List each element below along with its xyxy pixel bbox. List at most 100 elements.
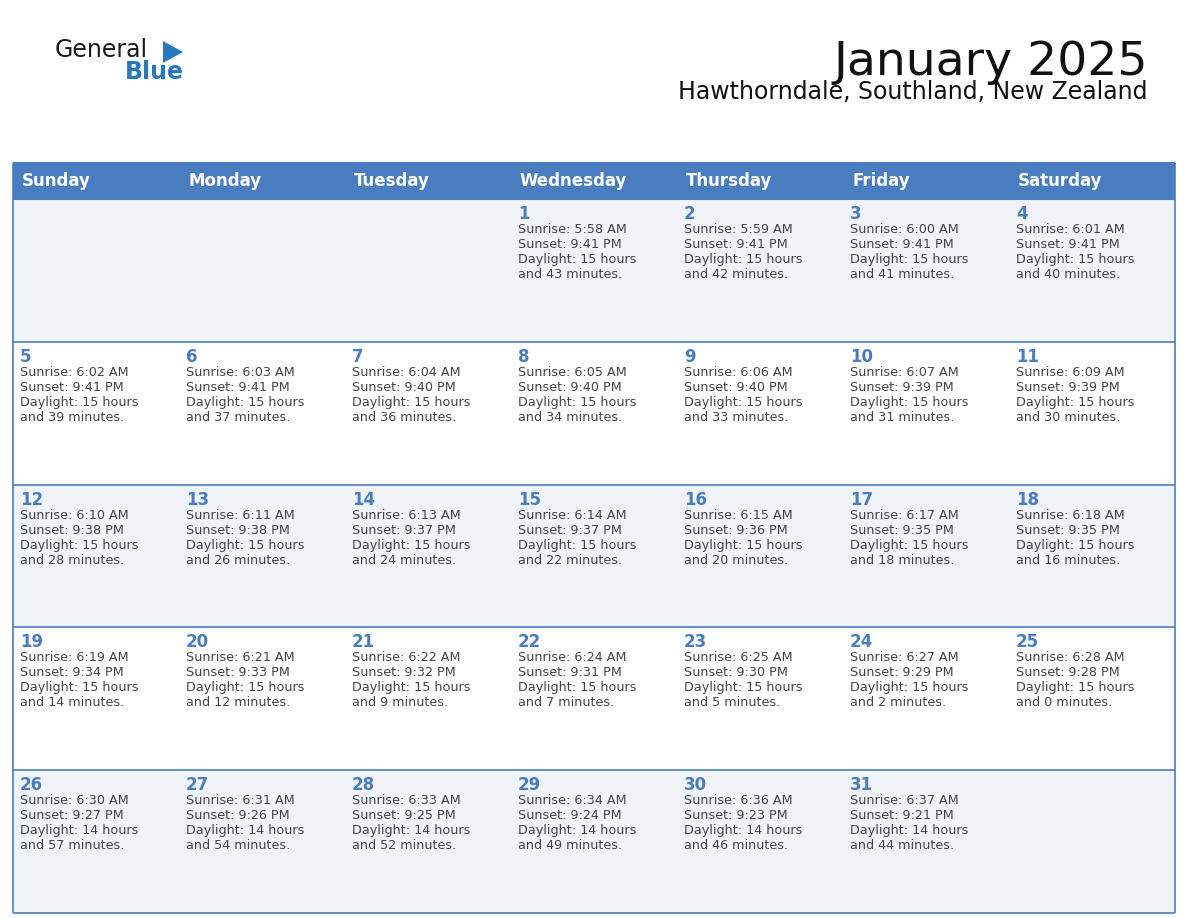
Text: 22: 22 [518, 633, 542, 652]
Text: 7: 7 [352, 348, 364, 365]
Text: 12: 12 [20, 490, 43, 509]
Text: Sunrise: 6:02 AM: Sunrise: 6:02 AM [20, 365, 128, 379]
Text: Sunrise: 6:18 AM: Sunrise: 6:18 AM [1016, 509, 1125, 521]
Text: Daylight: 15 hours: Daylight: 15 hours [849, 681, 968, 694]
Text: Daylight: 14 hours: Daylight: 14 hours [684, 824, 802, 837]
Text: Sunset: 9:25 PM: Sunset: 9:25 PM [352, 809, 456, 823]
Text: and 26 minutes.: and 26 minutes. [187, 554, 290, 566]
Bar [345, 485, 511, 627]
Text: Sunrise: 6:19 AM: Sunrise: 6:19 AM [20, 652, 128, 665]
Text: Daylight: 15 hours: Daylight: 15 hours [684, 681, 803, 694]
Text: Sunrise: 6:09 AM: Sunrise: 6:09 AM [1016, 365, 1125, 379]
Text: 5: 5 [20, 348, 32, 365]
Bar [1009, 627, 1175, 770]
Text: Daylight: 15 hours: Daylight: 15 hours [684, 396, 803, 409]
Text: and 43 minutes.: and 43 minutes. [518, 268, 623, 281]
Bar [677, 770, 843, 913]
Text: Daylight: 14 hours: Daylight: 14 hours [849, 824, 968, 837]
Text: Sunset: 9:32 PM: Sunset: 9:32 PM [352, 666, 456, 679]
Text: Sunset: 9:24 PM: Sunset: 9:24 PM [518, 809, 621, 823]
Text: Sunset: 9:28 PM: Sunset: 9:28 PM [1016, 666, 1120, 679]
Text: Daylight: 15 hours: Daylight: 15 hours [1016, 253, 1135, 266]
Text: and 20 minutes.: and 20 minutes. [684, 554, 789, 566]
Text: 9: 9 [684, 348, 696, 365]
Text: and 44 minutes.: and 44 minutes. [849, 839, 954, 852]
Text: Daylight: 15 hours: Daylight: 15 hours [20, 539, 139, 552]
Text: 26: 26 [20, 777, 43, 794]
Text: 15: 15 [518, 490, 541, 509]
Text: 3: 3 [849, 205, 861, 223]
Text: and 36 minutes.: and 36 minutes. [352, 410, 456, 424]
Text: 1: 1 [518, 205, 530, 223]
Text: and 41 minutes.: and 41 minutes. [849, 268, 954, 281]
Text: Daylight: 15 hours: Daylight: 15 hours [518, 253, 637, 266]
Text: Daylight: 15 hours: Daylight: 15 hours [187, 396, 304, 409]
Bar [1009, 770, 1175, 913]
Text: Sunset: 9:39 PM: Sunset: 9:39 PM [849, 381, 954, 394]
Bar [677, 627, 843, 770]
Text: Sunrise: 6:07 AM: Sunrise: 6:07 AM [849, 365, 959, 379]
Text: and 46 minutes.: and 46 minutes. [684, 839, 788, 852]
Text: Sunrise: 5:59 AM: Sunrise: 5:59 AM [684, 223, 792, 236]
Text: Thursday: Thursday [685, 172, 772, 190]
Text: and 2 minutes.: and 2 minutes. [849, 697, 946, 710]
Text: Sunrise: 6:22 AM: Sunrise: 6:22 AM [352, 652, 461, 665]
Text: Wednesday: Wednesday [520, 172, 627, 190]
Text: Daylight: 15 hours: Daylight: 15 hours [20, 681, 139, 694]
Text: Daylight: 15 hours: Daylight: 15 hours [518, 539, 637, 552]
Text: and 33 minutes.: and 33 minutes. [684, 410, 789, 424]
Text: 29: 29 [518, 777, 542, 794]
Text: Sunset: 9:41 PM: Sunset: 9:41 PM [1016, 238, 1120, 251]
Text: and 42 minutes.: and 42 minutes. [684, 268, 788, 281]
Text: Sunday: Sunday [23, 172, 90, 190]
Text: Daylight: 15 hours: Daylight: 15 hours [1016, 539, 1135, 552]
Text: Sunrise: 6:05 AM: Sunrise: 6:05 AM [518, 365, 627, 379]
Text: and 54 minutes.: and 54 minutes. [187, 839, 290, 852]
Text: 23: 23 [684, 633, 707, 652]
Text: and 39 minutes.: and 39 minutes. [20, 410, 125, 424]
Text: Daylight: 15 hours: Daylight: 15 hours [1016, 396, 1135, 409]
Bar [843, 770, 1009, 913]
Text: Sunrise: 6:13 AM: Sunrise: 6:13 AM [352, 509, 461, 521]
Text: Sunset: 9:41 PM: Sunset: 9:41 PM [849, 238, 954, 251]
Text: Sunset: 9:38 PM: Sunset: 9:38 PM [20, 523, 124, 537]
Text: Sunrise: 6:24 AM: Sunrise: 6:24 AM [518, 652, 626, 665]
Bar [843, 341, 1009, 485]
Text: Sunset: 9:34 PM: Sunset: 9:34 PM [20, 666, 124, 679]
Bar [345, 770, 511, 913]
Text: and 49 minutes.: and 49 minutes. [518, 839, 623, 852]
Text: Sunset: 9:39 PM: Sunset: 9:39 PM [1016, 381, 1120, 394]
Text: Sunset: 9:40 PM: Sunset: 9:40 PM [518, 381, 621, 394]
Text: 10: 10 [849, 348, 873, 365]
Text: Sunrise: 6:34 AM: Sunrise: 6:34 AM [518, 794, 626, 807]
Text: Sunset: 9:21 PM: Sunset: 9:21 PM [849, 809, 954, 823]
Text: Sunrise: 6:30 AM: Sunrise: 6:30 AM [20, 794, 128, 807]
Bar [843, 627, 1009, 770]
Text: Sunrise: 6:36 AM: Sunrise: 6:36 AM [684, 794, 792, 807]
Text: and 0 minutes.: and 0 minutes. [1016, 697, 1112, 710]
Text: Sunset: 9:41 PM: Sunset: 9:41 PM [518, 238, 621, 251]
Bar [843, 163, 1009, 199]
Text: Daylight: 15 hours: Daylight: 15 hours [518, 396, 637, 409]
Text: Sunrise: 6:01 AM: Sunrise: 6:01 AM [1016, 223, 1125, 236]
Text: Daylight: 14 hours: Daylight: 14 hours [187, 824, 304, 837]
Text: Friday: Friday [852, 172, 910, 190]
Bar [13, 341, 179, 485]
Bar [511, 341, 677, 485]
Text: Sunrise: 6:27 AM: Sunrise: 6:27 AM [849, 652, 959, 665]
Text: Blue: Blue [125, 60, 184, 84]
Text: Sunrise: 6:15 AM: Sunrise: 6:15 AM [684, 509, 792, 521]
Bar [1009, 199, 1175, 341]
Text: Daylight: 15 hours: Daylight: 15 hours [187, 539, 304, 552]
Bar [13, 163, 179, 199]
Text: Sunset: 9:35 PM: Sunset: 9:35 PM [1016, 523, 1120, 537]
Text: Sunset: 9:41 PM: Sunset: 9:41 PM [187, 381, 290, 394]
Text: Monday: Monday [188, 172, 261, 190]
Text: 2: 2 [684, 205, 696, 223]
Text: Sunset: 9:38 PM: Sunset: 9:38 PM [187, 523, 290, 537]
Text: Sunrise: 6:25 AM: Sunrise: 6:25 AM [684, 652, 792, 665]
Text: Sunrise: 6:04 AM: Sunrise: 6:04 AM [352, 365, 461, 379]
Text: Sunrise: 5:58 AM: Sunrise: 5:58 AM [518, 223, 627, 236]
Text: 28: 28 [352, 777, 375, 794]
Text: Sunset: 9:30 PM: Sunset: 9:30 PM [684, 666, 788, 679]
